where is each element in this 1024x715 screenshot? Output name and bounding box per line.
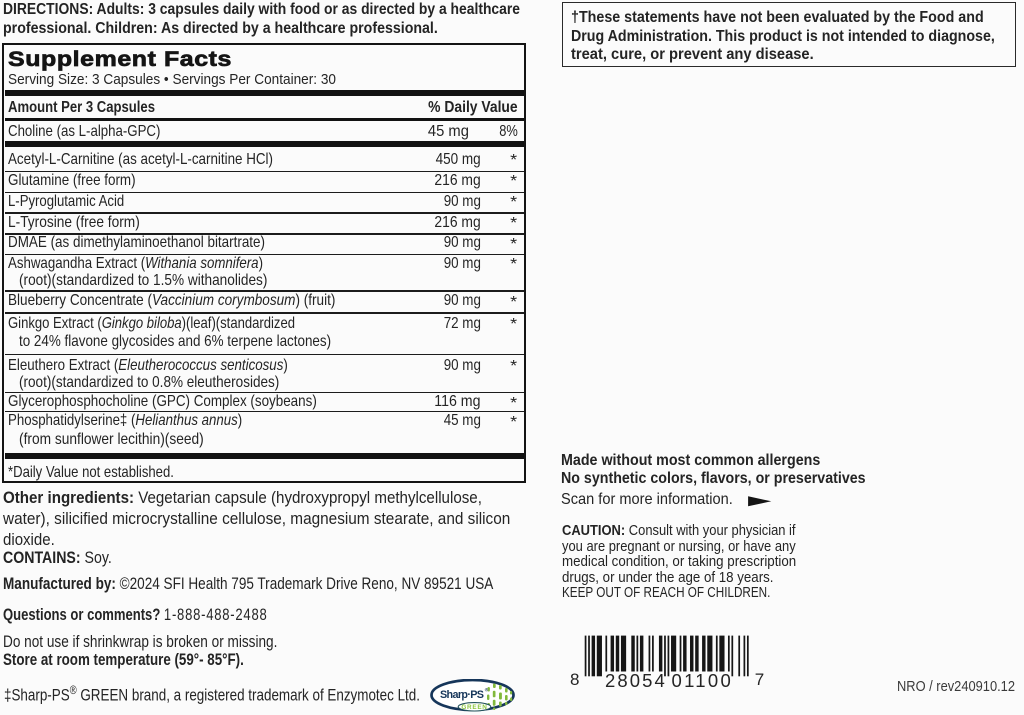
svg-text:®: ® — [485, 686, 489, 692]
svg-text:Sharp·PS: Sharp·PS — [440, 689, 484, 701]
svg-text:GREEN: GREEN — [461, 704, 487, 711]
